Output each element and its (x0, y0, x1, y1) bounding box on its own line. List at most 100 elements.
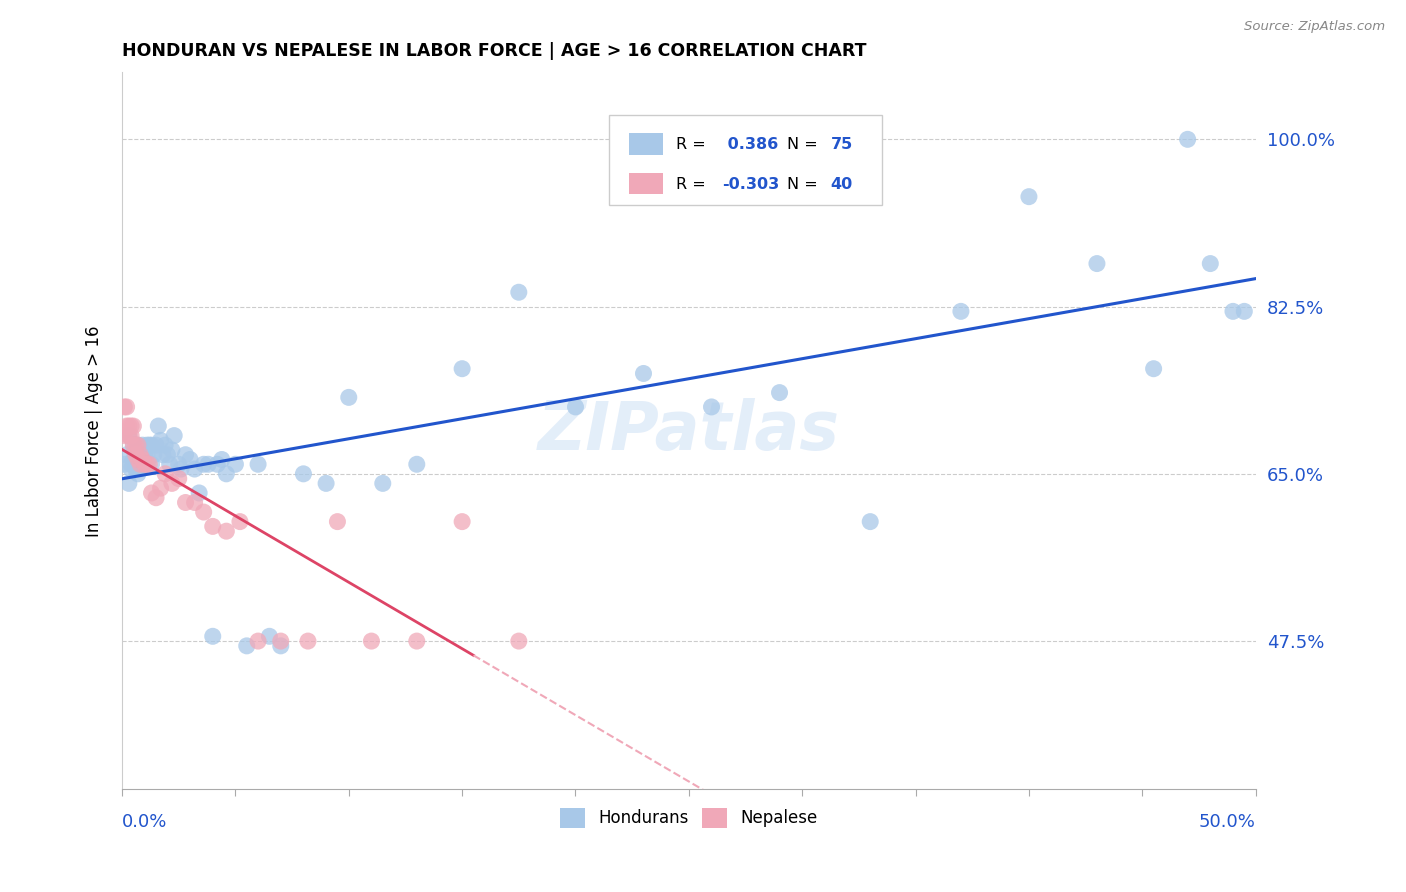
Point (1233, 304, 1256, 318)
Point (131, 438, 153, 452)
Point (193, 505, 215, 519)
Point (152, 448, 174, 462)
Point (120, 462, 142, 476)
Point (127, 467, 149, 481)
Point (360, 634, 382, 648)
Text: ZIPatlas: ZIPatlas (538, 398, 839, 464)
Point (127, 438, 149, 452)
Point (1222, 304, 1244, 318)
Point (138, 457, 160, 471)
Point (247, 634, 270, 648)
Point (270, 634, 292, 648)
Point (131, 452, 153, 467)
Point (145, 491, 167, 505)
Text: Source: ZipAtlas.com: Source: ZipAtlas.com (1244, 20, 1385, 33)
Point (270, 639, 292, 653)
Point (224, 457, 246, 471)
Point (201, 629, 224, 643)
Point (326, 515, 349, 529)
Point (122, 438, 145, 452)
Point (141, 438, 163, 452)
Point (160, 442, 183, 457)
Point (127, 452, 149, 467)
Point (197, 457, 219, 471)
Point (207, 457, 229, 471)
Point (136, 448, 159, 462)
Point (859, 515, 882, 529)
Point (1143, 361, 1166, 376)
Point (120, 419, 142, 434)
Point (122, 452, 145, 467)
Point (179, 452, 201, 467)
Point (188, 486, 211, 500)
Point (1018, 189, 1040, 203)
Point (211, 452, 233, 467)
Point (149, 481, 172, 495)
Point (193, 457, 215, 471)
Point (129, 448, 152, 462)
Point (124, 457, 146, 471)
Point (124, 438, 146, 452)
Point (163, 428, 186, 442)
Point (153, 438, 176, 452)
Text: -0.303: -0.303 (721, 177, 779, 192)
Point (118, 419, 141, 434)
Point (127, 452, 149, 467)
Point (405, 457, 427, 471)
Text: 0.386: 0.386 (721, 137, 778, 153)
Point (159, 457, 181, 471)
Point (129, 457, 152, 471)
Point (115, 419, 138, 434)
Point (148, 419, 170, 434)
Point (235, 639, 257, 653)
Text: 50.0%: 50.0% (1199, 814, 1256, 831)
Point (118, 476, 141, 491)
Text: HONDURAN VS NEPALESE IN LABOR FORCE | AGE > 16 CORRELATION CHART: HONDURAN VS NEPALESE IN LABOR FORCE | AG… (122, 42, 866, 60)
Point (112, 457, 135, 471)
Point (124, 462, 146, 476)
Point (259, 629, 281, 643)
Point (141, 457, 163, 471)
Point (633, 367, 655, 381)
Y-axis label: In Labor Force | Age > 16: In Labor Force | Age > 16 (86, 325, 103, 537)
Point (142, 448, 165, 462)
Point (120, 457, 142, 471)
Point (508, 634, 530, 648)
Point (127, 457, 149, 471)
Text: 0.0%: 0.0% (122, 814, 167, 831)
Point (129, 462, 152, 476)
Point (1085, 256, 1108, 270)
Point (215, 467, 238, 481)
Point (129, 457, 152, 471)
Point (201, 519, 224, 533)
Point (129, 448, 152, 462)
Point (124, 448, 146, 462)
Text: R =: R = (676, 137, 706, 153)
Point (131, 457, 153, 471)
Point (112, 428, 135, 442)
Point (174, 448, 197, 462)
Point (134, 457, 156, 471)
Point (134, 448, 156, 462)
FancyBboxPatch shape (609, 115, 882, 205)
Point (297, 634, 319, 648)
Point (156, 448, 179, 462)
Point (138, 438, 160, 452)
Point (247, 457, 270, 471)
FancyBboxPatch shape (628, 134, 662, 155)
Point (122, 419, 145, 434)
Text: 75: 75 (831, 137, 853, 153)
FancyBboxPatch shape (628, 173, 662, 194)
Point (315, 476, 337, 491)
Point (451, 361, 474, 376)
Point (183, 462, 205, 476)
Point (167, 457, 190, 471)
Point (405, 634, 427, 648)
Text: 40: 40 (831, 177, 853, 192)
Point (229, 515, 252, 529)
Point (371, 476, 394, 491)
Point (174, 495, 197, 509)
Text: N =: N = (787, 137, 818, 153)
Point (292, 467, 315, 481)
Point (215, 524, 238, 538)
